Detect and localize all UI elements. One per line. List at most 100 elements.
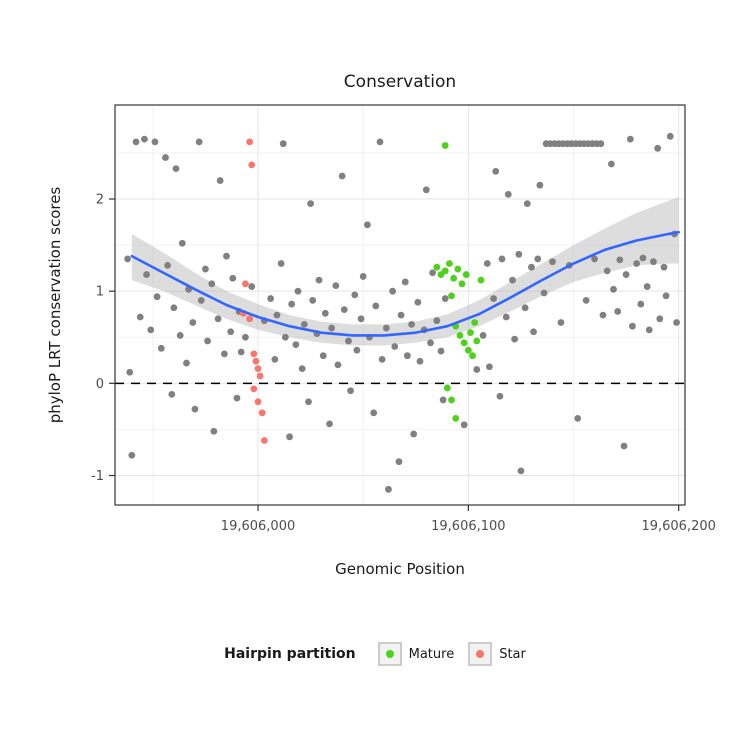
scatter-point-mature bbox=[441, 142, 449, 149]
scatter-point-other bbox=[359, 273, 367, 280]
scatter-point-other bbox=[229, 274, 237, 282]
scatter-point-other bbox=[204, 337, 211, 345]
scatter-point-star bbox=[252, 357, 260, 365]
scatter-point-other bbox=[397, 311, 405, 319]
scatter-point-star bbox=[256, 372, 264, 380]
scatter-point-star bbox=[254, 398, 262, 406]
scatter-point-star bbox=[260, 437, 268, 444]
scatter-point-other bbox=[498, 255, 506, 263]
scatter-point-other bbox=[143, 271, 150, 278]
y-tick-label: 2 bbox=[96, 193, 104, 208]
scatter-point-mature bbox=[462, 271, 470, 278]
scatter-point-other bbox=[540, 289, 548, 297]
scatter-point-other bbox=[124, 255, 132, 263]
scatter-point-other bbox=[273, 311, 281, 319]
scatter-point-other bbox=[347, 387, 354, 395]
scatter-point-other bbox=[603, 267, 611, 275]
scatter-point-other bbox=[294, 287, 302, 295]
scatter-point-mature bbox=[433, 263, 441, 271]
scatter-point-other bbox=[319, 352, 327, 360]
scatter-point-other bbox=[517, 467, 525, 475]
scatter-point-other bbox=[363, 221, 371, 229]
scatter-point-other bbox=[391, 343, 399, 350]
legend-key-box bbox=[377, 642, 402, 666]
x-tick-label: 19,606,100 bbox=[431, 519, 505, 534]
x-axis-title: Genomic Position bbox=[335, 560, 465, 578]
scatter-point-other bbox=[376, 138, 384, 146]
scatter-point-other bbox=[300, 320, 308, 328]
scatter-point-other bbox=[279, 140, 287, 148]
scatter-point-mature bbox=[469, 352, 476, 360]
legend-key-mature: Mature bbox=[377, 642, 455, 666]
scatter-point-other bbox=[622, 271, 630, 278]
scatter-point-other bbox=[483, 260, 491, 267]
mature-dot-icon bbox=[385, 650, 394, 658]
scatter-point-other bbox=[178, 239, 186, 247]
scatter-point-other bbox=[610, 285, 617, 293]
scatter-point-other bbox=[673, 319, 680, 326]
scatter-point-other bbox=[292, 341, 300, 349]
legend: Hairpin partition Mature Star bbox=[0, 642, 750, 666]
scatter-point-other bbox=[523, 200, 531, 208]
scatter-point-other bbox=[248, 283, 256, 290]
scatter-point-other bbox=[195, 138, 203, 146]
smooth-line bbox=[130, 230, 680, 337]
y-tick-label: -1 bbox=[91, 469, 104, 484]
scatter-point-other bbox=[345, 337, 352, 345]
scatter-point-other bbox=[162, 154, 169, 161]
scatter-point-other bbox=[490, 295, 497, 302]
scatter-point-mature bbox=[441, 267, 449, 275]
scatter-point-other bbox=[197, 296, 205, 304]
scatter-point-other bbox=[408, 320, 415, 328]
scatter-point-star bbox=[250, 385, 258, 393]
scatter-point-other bbox=[315, 276, 323, 284]
scatter-point-mature bbox=[446, 260, 453, 267]
scatter-point-other bbox=[492, 167, 500, 175]
scatter-point-star bbox=[242, 280, 249, 288]
scatter-point-other bbox=[305, 398, 312, 406]
scatter-point-other bbox=[633, 260, 641, 267]
scatter-point-other bbox=[176, 332, 184, 339]
scatter-point-other bbox=[395, 458, 403, 466]
scatter-point-other bbox=[662, 292, 670, 300]
scatter-point-star bbox=[248, 161, 256, 169]
scatter-point-other bbox=[591, 255, 598, 263]
legend-key-star: Star bbox=[468, 642, 526, 666]
scatter-point-other bbox=[401, 278, 409, 286]
scatter-point-other bbox=[629, 322, 636, 330]
scatter-point-other bbox=[439, 396, 447, 404]
scatter-point-other bbox=[128, 451, 136, 459]
scatter-point-mature bbox=[448, 292, 455, 300]
scatter-point-mature bbox=[477, 276, 485, 284]
scatter-point-other bbox=[328, 324, 336, 332]
scatter-point-other bbox=[288, 300, 296, 308]
scatter-point-other bbox=[620, 442, 628, 450]
scatter-point-other bbox=[416, 357, 424, 365]
legend-title: Hairpin partition bbox=[224, 646, 356, 662]
scatter-point-other bbox=[666, 132, 674, 140]
scatter-point-other bbox=[460, 421, 468, 429]
legend-label-mature: Mature bbox=[408, 646, 455, 662]
panel-background bbox=[115, 105, 685, 505]
scatter-point-other bbox=[277, 260, 285, 267]
scatter-point-other bbox=[370, 409, 378, 417]
scatter-point-other bbox=[126, 368, 134, 376]
scatter-point-other bbox=[515, 250, 523, 258]
scatter-point-mature bbox=[460, 339, 468, 347]
scatter-point-mature bbox=[454, 265, 462, 273]
scatter-point-other bbox=[191, 405, 199, 413]
chart-title: Conservation bbox=[343, 72, 457, 92]
scatter-point-other bbox=[599, 311, 607, 319]
scatter-point-mature bbox=[471, 319, 479, 326]
scatter-point-other bbox=[502, 313, 510, 321]
scatter-point-other bbox=[534, 255, 542, 263]
scatter-point-other bbox=[437, 347, 445, 355]
scatter-point-mature bbox=[464, 346, 472, 354]
scatter-point-other bbox=[626, 135, 634, 143]
scatter-point-other bbox=[582, 296, 590, 304]
scatter-point-other bbox=[183, 359, 190, 367]
scatter-point-other bbox=[170, 304, 178, 312]
scatter-point-other bbox=[202, 265, 209, 273]
scatter-point-other bbox=[403, 352, 411, 360]
